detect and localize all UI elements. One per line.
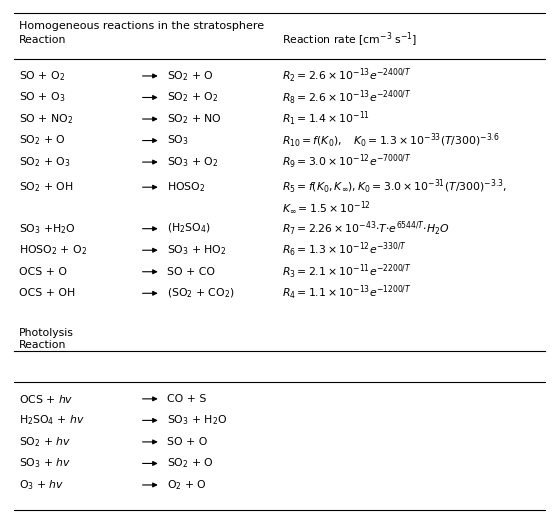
Text: $R_1 = 1.4 \times 10^{-11}$: $R_1 = 1.4 \times 10^{-11}$ [282, 110, 370, 128]
Text: $R_4 = 1.1 \times 10^{-13}e^{-1200/T}$: $R_4 = 1.1 \times 10^{-13}e^{-1200/T}$ [282, 284, 412, 302]
Text: HOSO$_2$: HOSO$_2$ [167, 180, 206, 194]
Text: HOSO$_2$ + O$_2$: HOSO$_2$ + O$_2$ [19, 243, 87, 257]
Text: SO$_2$ + O: SO$_2$ + O [167, 69, 214, 83]
Text: SO$_2$ + O$_2$: SO$_2$ + O$_2$ [167, 90, 219, 105]
Text: SO + O$_3$: SO + O$_3$ [19, 90, 66, 105]
Text: Reaction rate [cm$^{-3}$ s$^{-1}$]: Reaction rate [cm$^{-3}$ s$^{-1}$] [282, 31, 418, 49]
Text: Reaction: Reaction [19, 339, 67, 349]
Text: SO$_2$ + OH: SO$_2$ + OH [19, 180, 74, 194]
Text: (SO$_2$ + CO$_2$): (SO$_2$ + CO$_2$) [167, 287, 235, 300]
Text: SO$_2$ + O: SO$_2$ + O [19, 134, 66, 147]
Text: $K_\infty = 1.5 \times 10^{-12}$: $K_\infty = 1.5 \times 10^{-12}$ [282, 199, 371, 216]
Text: SO$_2$ + NO: SO$_2$ + NO [167, 112, 222, 126]
Text: SO + O$_2$: SO + O$_2$ [19, 69, 65, 83]
Text: Homogeneous reactions in the stratosphere: Homogeneous reactions in the stratospher… [19, 21, 264, 31]
Text: SO + NO$_2$: SO + NO$_2$ [19, 112, 74, 126]
Text: $R_5 = f(K_0,K_\infty), K_0 = 3.0 \times 10^{-31}(T/300)^{-3.3},$: $R_5 = f(K_0,K_\infty), K_0 = 3.0 \times… [282, 178, 507, 196]
Text: H$_2$SO$_4$ + $hv$: H$_2$SO$_4$ + $hv$ [19, 414, 85, 427]
Text: CO + S: CO + S [167, 394, 207, 404]
Text: OCS + O: OCS + O [19, 267, 67, 277]
Text: Photolysis: Photolysis [19, 328, 74, 338]
Text: SO$_3$ + HO$_2$: SO$_3$ + HO$_2$ [167, 243, 227, 257]
Text: SO$_3$: SO$_3$ [167, 134, 189, 147]
Text: OCS + $hv$: OCS + $hv$ [19, 393, 74, 405]
Text: $R_6 = 1.3 \times 10^{-12}e^{-330/T}$: $R_6 = 1.3 \times 10^{-12}e^{-330/T}$ [282, 241, 407, 259]
Text: SO$_2$ + $hv$: SO$_2$ + $hv$ [19, 435, 72, 449]
Text: SO$_3$ + $hv$: SO$_3$ + $hv$ [19, 457, 72, 470]
Text: SO$_2$ + O$_3$: SO$_2$ + O$_3$ [19, 155, 71, 169]
Text: $R_9 = 3.0 \times 10^{-12}e^{-7000/T}$: $R_9 = 3.0 \times 10^{-12}e^{-7000/T}$ [282, 153, 412, 171]
Text: $R_{10} = f(K_0),$   $K_0 = 1.3 \times 10^{-33}(T/300)^{-3.6}$: $R_{10} = f(K_0),$ $K_0 = 1.3 \times 10^… [282, 131, 500, 150]
Text: $R_3 = 2.1 \times 10^{-11}e^{-2200/T}$: $R_3 = 2.1 \times 10^{-11}e^{-2200/T}$ [282, 263, 412, 281]
Text: SO$_3$ + O$_2$: SO$_3$ + O$_2$ [167, 155, 219, 169]
Text: SO + O: SO + O [167, 437, 207, 447]
Text: SO$_3$ + H$_2$O: SO$_3$ + H$_2$O [167, 414, 228, 427]
Text: Reaction: Reaction [19, 35, 67, 45]
Text: $R_7 = 2.26 \times 10^{-43}{\cdot}T{\cdot}e^{6544/T}{\cdot}H_2O$: $R_7 = 2.26 \times 10^{-43}{\cdot}T{\cdo… [282, 220, 450, 238]
Text: O$_3$ + $hv$: O$_3$ + $hv$ [19, 478, 65, 492]
Text: $R_8 = 2.6 \times 10^{-13}e^{-2400/T}$: $R_8 = 2.6 \times 10^{-13}e^{-2400/T}$ [282, 88, 412, 107]
Text: (H$_2$SO$_4$): (H$_2$SO$_4$) [167, 222, 211, 235]
Text: O$_2$ + O: O$_2$ + O [167, 478, 207, 492]
Text: $R_2 = 2.6 \times 10^{-13}e^{-2400/T}$: $R_2 = 2.6 \times 10^{-13}e^{-2400/T}$ [282, 67, 412, 85]
Text: OCS + OH: OCS + OH [19, 288, 75, 298]
Text: SO$_3$ +H$_2$O: SO$_3$ +H$_2$O [19, 222, 76, 235]
Text: SO$_2$ + O: SO$_2$ + O [167, 457, 214, 470]
Text: SO + CO: SO + CO [167, 267, 215, 277]
